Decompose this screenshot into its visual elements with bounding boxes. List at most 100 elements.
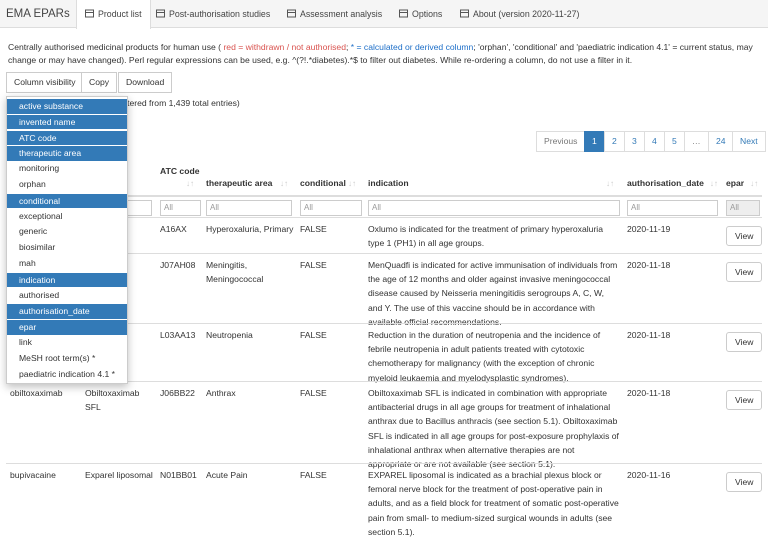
cell: Neutropenia [206,330,253,340]
column-toggle[interactable]: orphan [19,179,46,189]
view-button[interactable]: View [726,226,763,246]
tab-label: Product list [98,9,142,19]
column-toggle[interactable]: link [19,337,32,347]
cell: 2020-11-18 [627,330,671,340]
row-line [6,323,762,324]
row-line [6,217,762,218]
nav-tab[interactable]: Options [391,0,450,28]
nav-tab[interactable]: Assessment analysis [279,0,390,28]
column-toggle[interactable]: generic [19,226,48,237]
tab-label: About (version 2020-11-27) [473,9,580,19]
column-toggle[interactable]: mah [19,258,36,268]
cell: EXPAREL liposomal is indicated as a brac… [368,470,619,537]
column-header[interactable]: authorisation_date [627,177,718,190]
tab-label: Post-authorisation studies [169,9,271,19]
cell: L03AA13 [160,330,196,340]
page-button[interactable]: 2 [604,131,625,152]
cell: Oxlumo is indicated for the treatment of… [368,224,603,249]
intro: Centrally authorised medicinal products … [8,41,760,67]
column-toggle[interactable]: conditional [7,192,127,209]
view-button[interactable]: View [726,262,763,282]
column-toggle[interactable]: therapeutic area [7,145,127,162]
filter-input[interactable]: All [368,200,620,216]
cell: 2020-11-19 [627,224,671,234]
cell: A16AX [160,224,187,234]
cell: FALSE [300,330,327,340]
cell: FALSE [300,260,327,270]
cell: MenQuadfi is indicated for active immuni… [368,260,618,327]
table-info: (filtered from 1,439 total entries) [118,98,240,108]
row-line [6,381,762,382]
cell: bupivacaine [10,470,56,480]
tab-label: Assessment analysis [300,9,383,19]
sort-icon [342,177,356,190]
cell: N01BB01 [160,470,197,480]
row-line [6,253,762,254]
column-toggle[interactable]: indication [7,271,127,288]
column-toggle[interactable]: ATC code [7,129,127,146]
intro-text: ; [345,42,351,52]
header-line [6,195,762,197]
filter-input[interactable]: All [206,200,292,216]
button[interactable]: Copy [81,72,118,93]
navbar: EMA EPARs Product list Post-authorisation … [0,0,768,29]
column-toggle[interactable]: monitoring [19,163,60,174]
button[interactable]: Column visibility [6,72,84,93]
nav-tab[interactable]: About (version 2020-11-27) [452,0,587,28]
filter-input[interactable]: All [627,200,718,216]
intro-text: ; 'orphan', 'conditional' and 'paediatri… [8,42,753,65]
cell: Obiltoxaximab SFL is indicated in combin… [368,388,619,470]
view-button[interactable]: View [726,390,763,410]
column-visibility-menu: active substance invented name ATC code the… [6,96,128,384]
cell: 2020-11-18 [627,388,671,398]
brand: EMA EPARs [6,8,70,20]
column-toggle[interactable]: authorisation_date [7,303,127,320]
view-button[interactable]: View [726,332,763,352]
intro-text: red = withdrawn / not authorised [223,42,346,52]
cell: Hyperoxaluria, Primary [206,224,294,234]
sort-icon [274,177,288,190]
page-button[interactable]: 24 [708,131,734,152]
column-header[interactable]: indication [368,178,409,188]
cell: J06BB22 [160,388,195,398]
sort-icon [180,177,194,190]
intro-text: * = calculated or derived column [350,42,474,52]
row-line [6,463,762,464]
nav-tab[interactable]: Post-authorisation studies [148,0,278,28]
filter-input[interactable]: All [300,200,362,216]
column-toggle[interactable]: epar [7,319,127,335]
page-button[interactable]: … [684,131,709,152]
cell: FALSE [300,388,327,398]
column-header[interactable]: epar [726,177,758,190]
cell: obiltoxaximab [10,388,63,398]
cell: FALSE [300,224,327,234]
cell: Anthrax [206,388,236,398]
column-toggle[interactable]: MeSH root term(s) * [19,352,96,363]
page-button[interactable]: 4 [644,131,665,152]
column-toggle[interactable]: active substance [7,98,127,114]
filter-input: All [726,200,760,216]
tab-label: Options [412,9,443,19]
cell: Obiltoxaximab SFL [85,388,140,413]
cell: J07AH08 [160,260,196,270]
column-toggle[interactable]: exceptional [19,210,63,221]
column-header[interactable]: ATC code [160,166,200,176]
intro-text: Centrally authorised medicinal products … [8,42,224,52]
page-button[interactable]: 3 [624,131,645,152]
column-header[interactable]: therapeutic area [206,178,273,188]
button[interactable]: Download [118,72,173,93]
filter-input[interactable]: All [160,200,201,216]
nav-tab[interactable]: Product list [76,0,151,29]
column-toggle[interactable]: authorised [19,289,60,300]
page-button[interactable]: 1 [584,131,605,152]
cell: 2020-11-18 [627,260,671,270]
view-button[interactable]: View [726,472,763,492]
column-toggle[interactable]: invented name [7,113,127,130]
column-toggle[interactable]: paediatric indication 4.1 * [19,368,116,379]
page-button[interactable]: Next [732,131,766,152]
column-toggle[interactable]: biosimilar [19,242,56,253]
page-button[interactable]: Previous [536,131,586,152]
page-button[interactable]: 5 [664,131,685,152]
column-header[interactable]: conditional [300,178,346,188]
cell: Meningitis, Meningococcal [206,260,264,285]
